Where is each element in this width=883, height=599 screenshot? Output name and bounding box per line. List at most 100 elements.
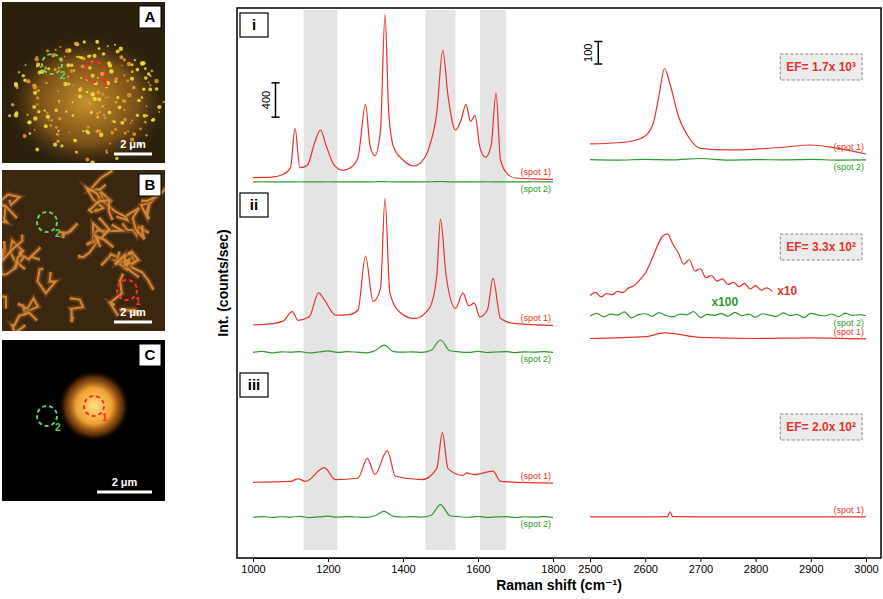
image-speckle	[46, 49, 49, 52]
image-speckle	[126, 80, 129, 83]
image-speckle	[46, 112, 48, 114]
plot-area	[590, 234, 866, 339]
scale-bar-cap	[594, 63, 602, 65]
image-speckle	[53, 143, 57, 147]
image-strand	[2, 234, 22, 262]
spectrum-line	[590, 312, 866, 318]
panel-letter-box	[139, 6, 161, 28]
shaded-band	[426, 10, 456, 550]
image-strand	[12, 313, 37, 331]
image-speckle	[80, 56, 83, 59]
image-speckle	[132, 86, 136, 90]
image-speckle	[114, 128, 117, 131]
image-speckle	[102, 105, 104, 107]
spectrum-line	[590, 69, 866, 155]
image-speckle	[32, 105, 36, 109]
image-speckle	[18, 71, 21, 74]
image-speckle	[99, 133, 104, 138]
ef-label: EF= 1.7x 10³	[786, 60, 856, 74]
image-speckle	[33, 85, 38, 90]
image-speckle	[103, 114, 105, 116]
image-speckle	[124, 131, 127, 134]
image-speckle	[95, 40, 99, 44]
image-speckle	[56, 140, 59, 143]
image-speckle	[55, 49, 57, 51]
image-strand-glow	[38, 269, 56, 293]
image-speckle	[144, 121, 147, 124]
image-speckle	[86, 131, 90, 135]
spot-circle	[37, 212, 57, 232]
image-speckle	[24, 64, 26, 66]
image-speckle	[120, 121, 124, 125]
image-speckle	[35, 148, 39, 152]
image-speckle	[137, 99, 141, 103]
x-axis: 10001200140016001800	[241, 558, 565, 575]
ef-box: EF= 2.0x 10²	[780, 414, 862, 440]
spectrum-line	[590, 234, 772, 297]
tick-mark	[590, 558, 591, 562]
image-speckle	[107, 96, 109, 98]
scale-bar-cap	[594, 41, 602, 43]
image-strand-glow	[90, 170, 125, 191]
tick-mark	[700, 558, 701, 562]
scale-bar-label: 100	[582, 44, 594, 62]
spectrum-line	[590, 159, 866, 161]
image-speckle	[11, 103, 15, 107]
image-speckle	[142, 88, 145, 91]
tick: 1200	[316, 558, 340, 575]
image-speckle	[90, 112, 92, 114]
spectrum-line	[253, 14, 553, 179]
tick-mark	[645, 558, 646, 562]
image-speckle	[54, 68, 57, 71]
plot-area	[590, 512, 866, 517]
image-speckle	[58, 117, 61, 120]
tick-label: 1600	[466, 563, 490, 575]
x-axis-title: Raman shift (cm⁻¹)	[496, 577, 622, 593]
particle	[58, 370, 130, 442]
image-strand	[60, 223, 78, 238]
image-speckle	[96, 116, 98, 118]
spot-circle	[117, 280, 137, 300]
image-speckle	[127, 93, 132, 98]
image-speckle	[86, 91, 88, 93]
image-strand-glow	[12, 313, 37, 331]
image-speckle	[136, 68, 140, 72]
image-speckle	[57, 130, 59, 132]
band-group	[304, 10, 507, 550]
image-strand	[90, 170, 125, 191]
image-strand-glow	[115, 255, 131, 267]
image-speckle	[163, 101, 165, 103]
series-label: (spot 2)	[520, 354, 551, 364]
image-speckle	[102, 52, 106, 56]
tick: 3000	[854, 558, 878, 575]
image-speckle	[67, 76, 69, 78]
image-speckle	[37, 89, 40, 92]
image-glow	[2, 32, 165, 163]
tick: 1800	[541, 558, 565, 575]
image-speckle	[8, 114, 11, 117]
image-speckle	[49, 124, 52, 127]
ef-box-frame	[780, 234, 862, 260]
series-label: (spot 1)	[833, 142, 864, 152]
image-speckle	[114, 77, 118, 81]
spot-circle	[42, 54, 62, 74]
image-speckle	[109, 143, 111, 145]
image-speckle	[115, 157, 118, 160]
tick-label: 1800	[541, 563, 565, 575]
spectrum-line	[253, 505, 553, 518]
spectrum-line	[590, 333, 866, 339]
image-speckle	[58, 67, 60, 69]
image-speckle	[119, 47, 123, 51]
image-speckle	[99, 111, 101, 113]
series-label: (spot 2)	[520, 519, 551, 529]
image-speckle	[14, 83, 18, 87]
micrograph: 12B2 μm	[0, 159, 181, 333]
image-speckle	[34, 129, 36, 131]
image-speckle	[90, 160, 94, 163]
tick: 2900	[799, 558, 823, 575]
image-speckle	[98, 47, 101, 50]
image-speckle	[36, 65, 38, 67]
image-speckle	[134, 59, 136, 61]
frame	[237, 8, 881, 558]
image-strand	[115, 251, 139, 277]
